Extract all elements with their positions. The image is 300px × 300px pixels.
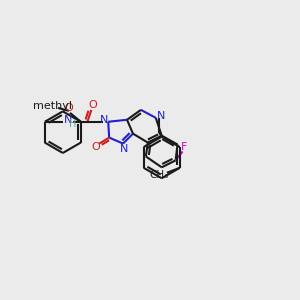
Text: methyl: methyl [33, 101, 72, 111]
Text: F: F [181, 142, 188, 152]
Text: CH₃: CH₃ [149, 170, 169, 180]
Text: N: N [100, 115, 108, 125]
Text: O: O [88, 100, 97, 110]
Text: N: N [120, 143, 128, 154]
Text: O: O [64, 103, 73, 113]
Text: N: N [63, 115, 72, 125]
Text: N: N [157, 111, 165, 121]
Text: H: H [69, 119, 76, 129]
Text: O: O [91, 142, 100, 152]
